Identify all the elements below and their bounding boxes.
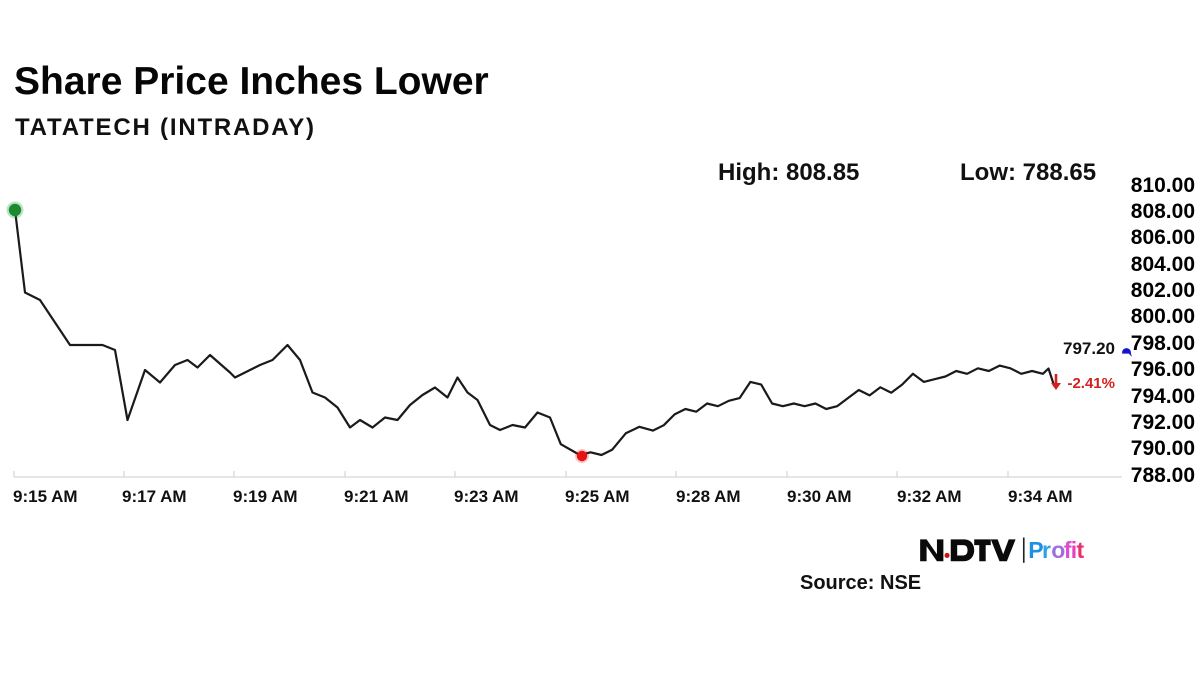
svg-text:o: o	[1051, 537, 1065, 563]
svg-text:r: r	[1042, 537, 1051, 563]
svg-text:P: P	[1028, 537, 1043, 563]
svg-text:i: i	[1071, 537, 1077, 563]
svg-text:t: t	[1077, 537, 1085, 563]
